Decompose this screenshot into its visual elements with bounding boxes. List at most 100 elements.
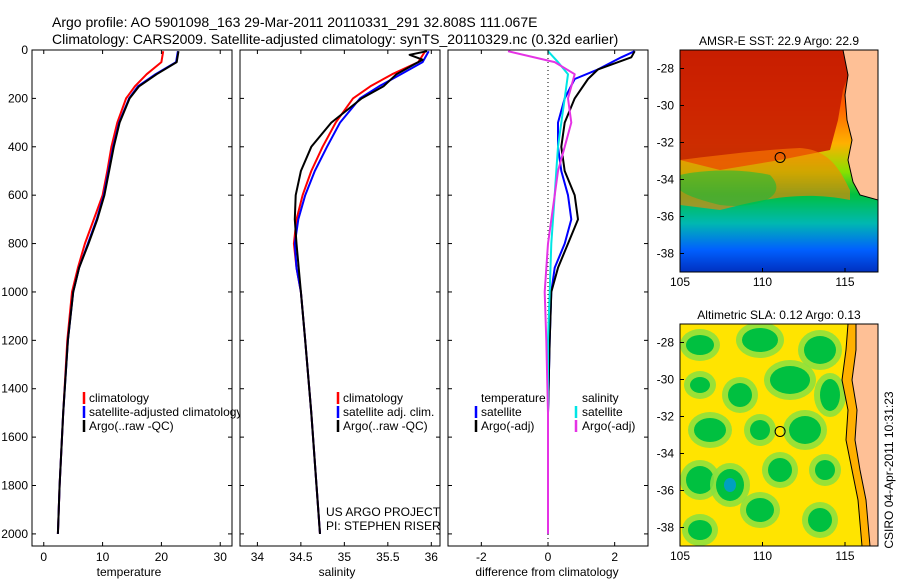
- y-tick-label: 1200: [1, 333, 28, 347]
- x-tick-label: 0: [545, 550, 552, 564]
- x-tick-label: 0: [40, 550, 47, 564]
- y-tick-label: 600: [8, 188, 28, 202]
- x-tick-label: 10: [96, 550, 110, 564]
- sla-eddy: [694, 418, 726, 442]
- legend-label-climatology: climatology: [343, 391, 403, 405]
- y-tick-label: -34: [657, 173, 675, 187]
- sla-eddy: [815, 460, 835, 480]
- y-tick-label: -30: [657, 99, 675, 113]
- y-tick-label: -36: [657, 210, 675, 224]
- y-tick-label: 400: [8, 140, 28, 154]
- temperature-xlabel: temperature: [97, 565, 162, 579]
- sla-map-panel: Altimetric SLA: 0.12 Argo: 0.13 105 110 11…: [657, 308, 879, 563]
- x-tick-label: 105: [670, 549, 690, 563]
- x-tick-label: 36: [425, 550, 439, 564]
- y-tick-label: -34: [657, 447, 675, 461]
- sst-argo-marker: [774, 151, 786, 163]
- legend-header-salinity: salinity: [582, 391, 619, 405]
- x-tick-label: 35.5: [376, 550, 400, 564]
- sla-eddy: [742, 328, 778, 352]
- salinity-axes-box: [239, 49, 441, 547]
- x-tick-label: 2: [611, 550, 618, 564]
- pi-annotation: PI: STEPHEN RISER: [326, 519, 441, 533]
- y-tick-label: 1000: [1, 285, 28, 299]
- sla-eddy: [688, 520, 712, 540]
- sla-eddy: [686, 335, 714, 355]
- sla-eddy: [804, 336, 836, 364]
- sst-warm-region: [680, 50, 850, 170]
- sla-eddy-core: [724, 478, 736, 492]
- temperature-axes-box: [31, 49, 233, 547]
- legend-label-sal-argo: Argo(-adj): [582, 419, 635, 433]
- project-annotation: US ARGO PROJECT: [326, 505, 441, 519]
- y-tick-label: 2000: [1, 527, 28, 541]
- x-tick-label: 110: [753, 549, 772, 563]
- legend-label-temp-argo: Argo(-adj): [481, 419, 534, 433]
- y-tick-label: -30: [657, 373, 675, 387]
- sla-eddy: [686, 466, 714, 494]
- profile-title: Argo profile: AO 5901098_163 29-Mar-2011…: [52, 14, 537, 30]
- x-tick-label: 35: [338, 550, 352, 564]
- y-tick-label: 200: [8, 91, 28, 105]
- legend-label-climatology: climatology: [89, 391, 149, 405]
- x-tick-label: 34.5: [289, 550, 313, 564]
- x-tick-label: 110: [753, 275, 772, 289]
- legend-label-satellite-adjusted: satellite-adjusted climatology: [89, 405, 242, 419]
- sla-eddy: [789, 416, 821, 444]
- x-tick-label: -2: [476, 550, 487, 564]
- series-line-argo-raw-qc-: [56, 51, 180, 534]
- legend-label-temp-satellite: satellite: [481, 405, 522, 419]
- difference-legend: temperature salinity satellite Argo(-adj…: [474, 391, 635, 433]
- x-tick-label: 105: [670, 275, 690, 289]
- sst-axes-box: [679, 49, 879, 273]
- salinity-xlabel: salinity: [319, 565, 356, 579]
- x-tick-label: 115: [835, 275, 854, 289]
- climatology-title: Climatology: CARS2009. Satellite-adjuste…: [52, 31, 618, 47]
- legend-label-argo: Argo(..raw -QC): [343, 419, 428, 433]
- legend-label-argo: Argo(..raw -QC): [89, 419, 174, 433]
- y-tick-label: 800: [8, 237, 28, 251]
- sla-field: [680, 324, 878, 546]
- difference-xlabel: difference from climatology: [475, 565, 618, 579]
- y-tick-label: -32: [657, 410, 675, 424]
- sla-eddy: [690, 377, 710, 393]
- sst-map-title: AMSR-E SST: 22.9 Argo: 22.9: [699, 34, 859, 48]
- sst-land-mass: [842, 50, 878, 201]
- x-tick-label: 30: [214, 550, 228, 564]
- sla-eddy: [770, 366, 810, 394]
- y-tick-label: -28: [657, 62, 675, 76]
- x-tick-label: 20: [155, 550, 169, 564]
- sst-map-panel: AMSR-E SST: 22.9 Argo: 22.9 105 110 115 -28…: [657, 34, 879, 289]
- temperature-panel: 0 200 400 600 800 1000 1200 1400 1600 1800 2000 0 10…: [1, 43, 242, 579]
- legend-label-sal-satellite: satellite: [582, 405, 623, 419]
- x-tick-label: 115: [835, 549, 854, 563]
- y-tick-label: 0: [21, 43, 28, 57]
- y-tick-label: 1400: [1, 382, 28, 396]
- y-tick-label: 1800: [1, 479, 28, 493]
- difference-panel: -2 0 2 temperature salinity satellite Argo…: [447, 49, 649, 579]
- legend-header-temperature: temperature: [481, 391, 546, 405]
- sla-eddy: [728, 383, 752, 407]
- sst-green-patch: [680, 170, 777, 206]
- series-line-argo-adj-: [507, 50, 576, 534]
- sla-eddy: [768, 458, 792, 482]
- sla-map-title: Altimetric SLA: 0.12 Argo: 0.13: [697, 308, 861, 322]
- csiro-timestamp: CSIRO 04-Apr-2011 10:31:23: [882, 391, 896, 549]
- sla-eddy: [746, 498, 774, 522]
- y-tick-label: -32: [657, 136, 675, 150]
- salinity-legend: climatology satellite adj. clim. Argo(..…: [336, 391, 434, 433]
- temperature-legend: climatology satellite-adjusted climatolo…: [82, 391, 242, 433]
- x-tick-label: 34: [251, 550, 265, 564]
- sla-eddy: [750, 420, 770, 440]
- y-tick-label: -38: [657, 247, 675, 261]
- series-line-argo-raw-qc-: [293, 50, 428, 534]
- y-tick-label: -36: [657, 484, 675, 498]
- y-tick-label: 1600: [1, 430, 28, 444]
- sst-field: [680, 50, 878, 272]
- series-line-argo-adj-: [547, 50, 636, 534]
- y-tick-label: -28: [657, 336, 675, 350]
- y-tick-label: -38: [657, 521, 675, 535]
- sla-land-mass: [851, 324, 878, 546]
- sla-axes-box: [679, 323, 879, 547]
